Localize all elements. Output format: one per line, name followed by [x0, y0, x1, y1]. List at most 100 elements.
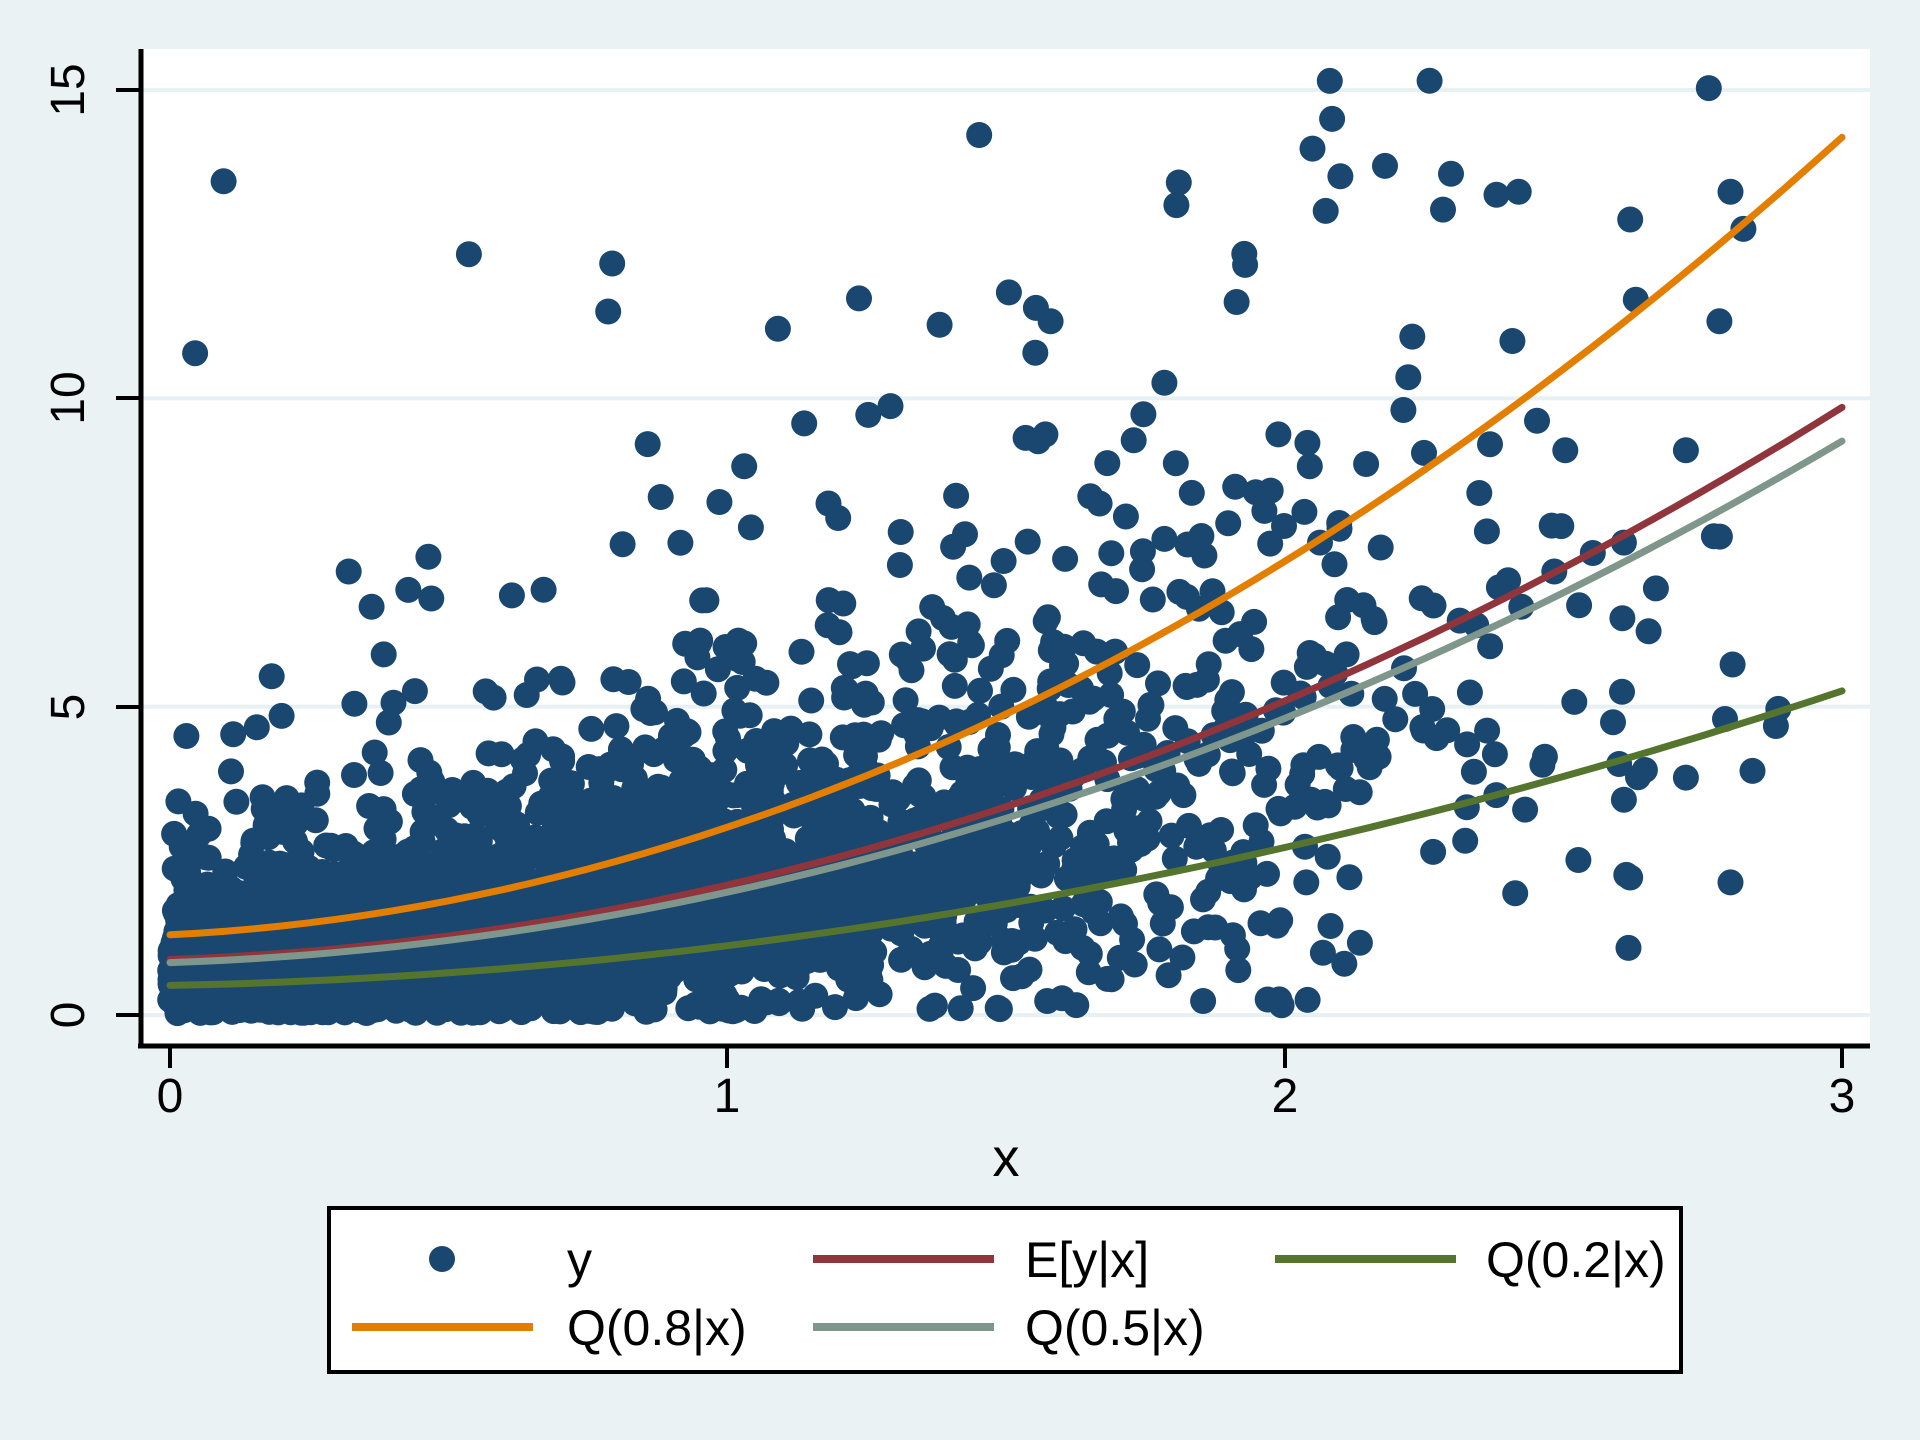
scatter-point	[418, 585, 445, 612]
legend-key-line-mean	[813, 1255, 994, 1263]
scatter-point	[1264, 912, 1290, 939]
scatter-point	[1045, 802, 1072, 829]
scatter-point	[1363, 726, 1390, 753]
scatter-point	[1012, 849, 1039, 876]
scatter-point	[640, 741, 667, 768]
scatter-point	[580, 842, 607, 869]
scatter-point	[985, 877, 1012, 904]
scatter-point	[683, 991, 709, 1018]
scatter-point	[956, 845, 983, 872]
scatter-point	[1296, 453, 1323, 480]
scatter-point	[637, 697, 664, 724]
scatter-point	[1098, 682, 1125, 708]
scatter-point	[941, 672, 968, 699]
scatter-point	[369, 886, 396, 913]
scatter-point	[1114, 719, 1141, 746]
scatter-point	[1672, 764, 1699, 791]
scatter-point	[265, 795, 292, 822]
scatter-point	[1111, 856, 1138, 883]
scatter-point	[815, 490, 842, 517]
scatter-point	[777, 715, 804, 742]
scatter-point	[634, 431, 661, 458]
y-tick-marks	[116, 88, 139, 1017]
scatter-point	[608, 870, 635, 896]
scatter-point	[711, 756, 738, 783]
x-tick-label-0: 0	[157, 1070, 184, 1123]
scatter-point	[690, 680, 717, 707]
scatter-point	[1483, 181, 1510, 208]
scatter-point	[1225, 957, 1252, 984]
scatter-point	[330, 860, 357, 887]
scatter-point	[577, 806, 604, 833]
scatter-point	[1157, 894, 1184, 921]
scatter-point	[1146, 936, 1173, 963]
scatter-point	[621, 775, 648, 802]
scatter-point	[1190, 988, 1217, 1014]
scatter-point	[1162, 450, 1189, 477]
scatter-point	[518, 934, 545, 961]
scatter-point	[1053, 865, 1080, 892]
scatter-point	[873, 878, 899, 905]
scatter-point	[898, 935, 925, 962]
scatter-point	[1331, 950, 1358, 977]
scatter-point	[530, 576, 557, 603]
scatter-point	[814, 612, 841, 639]
scatter-point	[1739, 757, 1766, 784]
scatter-point	[395, 576, 422, 603]
scatter-point	[535, 827, 561, 854]
scatter-point	[815, 891, 841, 917]
scatter-point	[851, 858, 878, 885]
scatter-point	[513, 682, 540, 708]
scatter-point	[1165, 169, 1192, 196]
legend-label-mean: E[y|x]	[1025, 1232, 1150, 1288]
scatter-point	[1452, 827, 1479, 854]
scatter-point	[1316, 67, 1343, 94]
scatter-point	[1161, 845, 1188, 872]
scatter-point	[1103, 578, 1129, 605]
scatter-point	[1018, 909, 1045, 936]
scatter-point	[647, 484, 674, 510]
scatter-point	[1499, 328, 1526, 354]
scatter-point	[185, 821, 212, 848]
scatter-point	[1037, 308, 1064, 335]
scatter-point	[1402, 680, 1429, 707]
scatter-point	[1600, 709, 1626, 736]
scatter-point	[919, 594, 946, 621]
scatter-point	[1137, 691, 1164, 718]
scatter-point	[1495, 567, 1522, 594]
scatter-point	[1098, 540, 1125, 567]
scatter-point	[1524, 407, 1550, 434]
scatter-point	[367, 760, 394, 786]
scatter-point	[788, 638, 815, 665]
scatter-point	[1395, 364, 1422, 391]
scatter-point	[1178, 479, 1205, 506]
scatter-point	[698, 900, 725, 927]
scatter-point	[283, 810, 310, 836]
scatter-point	[383, 997, 410, 1024]
scatter-point	[1190, 886, 1216, 913]
scatter-point	[1617, 206, 1644, 233]
scatter-point	[667, 529, 694, 556]
scatter-point	[1717, 869, 1744, 896]
scatter-point	[1314, 843, 1341, 870]
scatter-point	[415, 543, 442, 570]
scatter-point	[1311, 788, 1338, 815]
scatter-point	[1094, 965, 1121, 992]
scatter-point	[947, 995, 974, 1022]
scatter-point	[1717, 178, 1744, 205]
scatter-point	[1083, 831, 1110, 858]
scatter-point	[917, 888, 944, 914]
scatter-point	[363, 815, 390, 842]
scatter-point	[243, 714, 270, 741]
scatter-point	[507, 846, 533, 873]
scatter-point	[739, 896, 766, 923]
scatter-point	[341, 762, 367, 788]
scatter-point	[712, 737, 739, 764]
x-tick-label-3: 3	[1829, 1070, 1856, 1123]
scatter-point	[1371, 685, 1398, 712]
scatter-point	[444, 983, 471, 1010]
scatter-point	[1077, 745, 1104, 772]
scatter-point	[905, 861, 932, 887]
scatter-point	[952, 521, 978, 548]
